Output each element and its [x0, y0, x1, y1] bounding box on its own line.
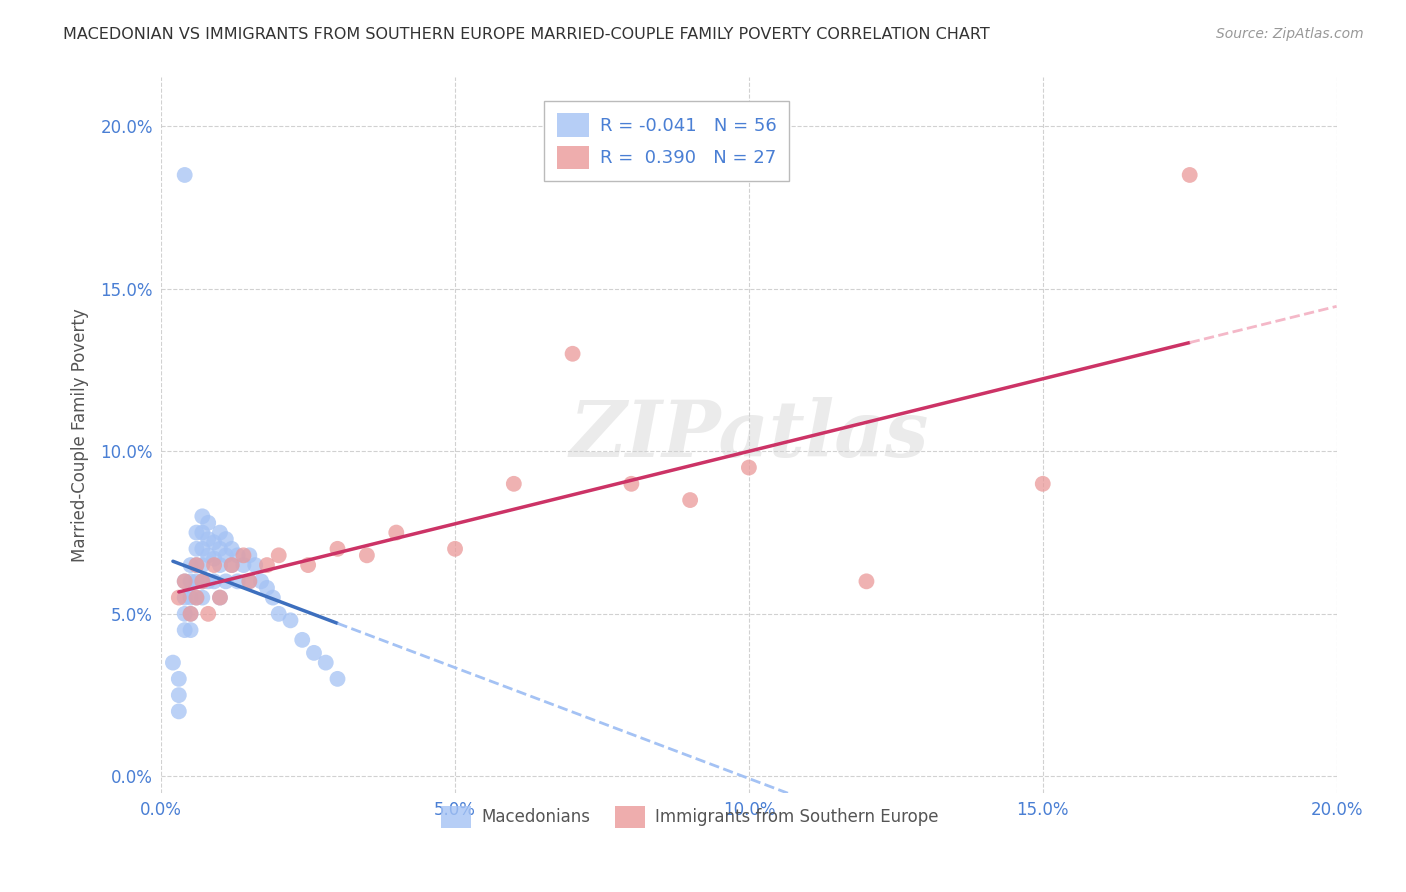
Point — [186, 558, 208, 573]
Point — [215, 532, 238, 546]
Point — [315, 656, 337, 670]
Point — [180, 558, 202, 573]
Point — [173, 574, 195, 589]
Point — [356, 549, 378, 563]
Point — [238, 549, 260, 563]
Point — [173, 591, 195, 605]
Point — [232, 549, 254, 563]
Point — [191, 541, 214, 556]
Point — [291, 632, 314, 647]
Point — [208, 591, 231, 605]
Point — [202, 558, 225, 573]
Point — [208, 541, 231, 556]
Legend: Macedonians, Immigrants from Southern Europe: Macedonians, Immigrants from Southern Eu… — [434, 799, 946, 834]
Point — [1032, 476, 1054, 491]
Point — [250, 574, 273, 589]
Point — [280, 613, 302, 627]
Point — [267, 549, 290, 563]
Point — [208, 558, 231, 573]
Point — [186, 558, 208, 573]
Point — [238, 574, 260, 589]
Point — [226, 549, 249, 563]
Point — [186, 591, 208, 605]
Point — [1178, 168, 1201, 182]
Point — [197, 607, 219, 621]
Point — [180, 623, 202, 637]
Point — [186, 541, 208, 556]
Point — [561, 347, 583, 361]
Point — [191, 591, 214, 605]
Point — [208, 525, 231, 540]
Point — [167, 672, 190, 686]
Point — [191, 509, 214, 524]
Point — [202, 551, 225, 566]
Point — [197, 516, 219, 530]
Point — [167, 705, 190, 719]
Point — [202, 535, 225, 549]
Point — [620, 476, 643, 491]
Point — [238, 574, 260, 589]
Point — [197, 549, 219, 563]
Point — [173, 607, 195, 621]
Point — [215, 549, 238, 563]
Point — [226, 574, 249, 589]
Point — [738, 460, 761, 475]
Point — [197, 532, 219, 546]
Point — [191, 574, 214, 589]
Y-axis label: Married-Couple Family Poverty: Married-Couple Family Poverty — [72, 308, 89, 562]
Point — [186, 574, 208, 589]
Text: MACEDONIAN VS IMMIGRANTS FROM SOUTHERN EUROPE MARRIED-COUPLE FAMILY POVERTY CORR: MACEDONIAN VS IMMIGRANTS FROM SOUTHERN E… — [63, 27, 990, 42]
Point — [167, 591, 190, 605]
Point — [267, 607, 290, 621]
Point — [197, 574, 219, 589]
Point — [191, 525, 214, 540]
Point — [444, 541, 467, 556]
Point — [180, 574, 202, 589]
Point — [191, 574, 214, 589]
Point — [297, 558, 319, 573]
Point — [385, 525, 408, 540]
Point — [173, 574, 195, 589]
Point — [208, 591, 231, 605]
Point — [202, 574, 225, 589]
Point — [679, 493, 702, 508]
Point — [180, 607, 202, 621]
Point — [245, 558, 267, 573]
Point — [326, 541, 349, 556]
Point — [326, 672, 349, 686]
Point — [191, 558, 214, 573]
Point — [162, 656, 184, 670]
Point — [221, 558, 243, 573]
Point — [173, 168, 195, 182]
Point — [221, 558, 243, 573]
Point — [167, 688, 190, 702]
Text: ZIPatlas: ZIPatlas — [569, 397, 928, 474]
Point — [215, 574, 238, 589]
Point — [180, 591, 202, 605]
Point — [173, 623, 195, 637]
Point — [256, 581, 278, 595]
Point — [186, 525, 208, 540]
Point — [221, 541, 243, 556]
Point — [262, 591, 284, 605]
Point — [232, 558, 254, 573]
Point — [302, 646, 325, 660]
Point — [180, 607, 202, 621]
Point — [502, 476, 524, 491]
Point — [256, 558, 278, 573]
Point — [186, 591, 208, 605]
Point — [855, 574, 877, 589]
Text: Source: ZipAtlas.com: Source: ZipAtlas.com — [1216, 27, 1364, 41]
